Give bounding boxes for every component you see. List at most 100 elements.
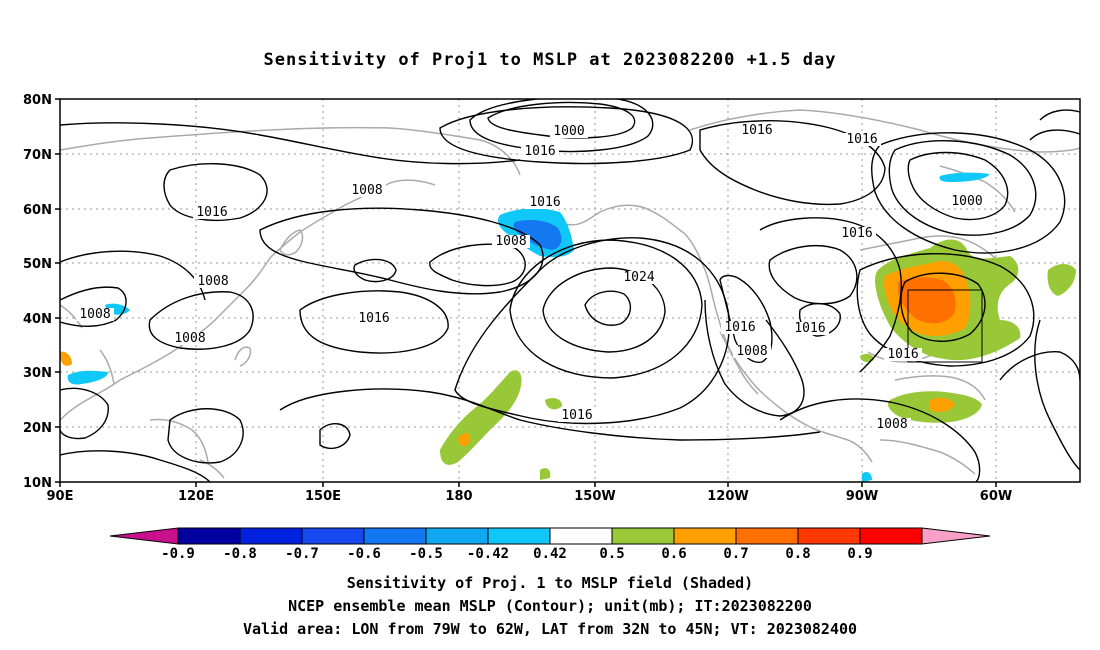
colorbar-label: 0.8 <box>785 546 810 562</box>
contour-label-bg <box>193 206 231 219</box>
contour-label: 1008 <box>174 331 205 346</box>
contour-label: 1008 <box>736 344 767 359</box>
contour-label-bg <box>620 271 658 284</box>
lon-label: 180 <box>445 489 472 504</box>
positive-sensitivity-pacific-small <box>545 398 562 410</box>
positive-sensitivity-east-green <box>1047 264 1076 296</box>
negative-sensitivity-core <box>513 220 562 250</box>
sensitivity-shading <box>60 172 1076 482</box>
contour-label-bg <box>948 195 986 208</box>
colorbar-cell <box>239 527 303 545</box>
positive-sensitivity-pacific-orange <box>458 433 471 447</box>
negative-sensitivity-small-4 <box>862 472 872 482</box>
contour-label: 1016 <box>524 144 555 159</box>
colorbar-cell <box>673 527 737 545</box>
contour-labels: 1000 1016 1016 1008 1016 1016 1016 1008 1008 1024… <box>76 123 986 432</box>
colorbar-cell <box>425 527 489 545</box>
lon-label: 150E <box>305 489 341 504</box>
lon-label: 120W <box>707 489 748 504</box>
contour-label: 1016 <box>529 195 560 210</box>
contour-label-bg <box>355 312 393 325</box>
axis-ticks <box>55 98 997 487</box>
longitude-labels: 90E 120E 150E 180 150W 120W 90W 60W <box>47 489 1013 504</box>
caption-line-3: Valid area: LON from 79W to 62W, LAT fro… <box>242 620 858 638</box>
contour-label-bg <box>526 196 564 209</box>
colorbar-label: 0.9 <box>847 546 872 562</box>
contour-label-bg <box>521 145 559 158</box>
contour-label-bg <box>843 133 881 146</box>
colorbar-high-arrow <box>921 527 991 545</box>
contour-label: 1016 <box>846 132 877 147</box>
map-frame <box>59 98 1081 483</box>
lat-label: 40N <box>23 312 52 327</box>
contour-label-bg <box>733 345 771 358</box>
caption-line-2: NCEP ensemble mean MSLP (Contour); unit(… <box>288 597 812 615</box>
negative-sensitivity-small-1 <box>67 370 108 385</box>
negative-sensitivity-small-3 <box>939 172 990 182</box>
colorbar-label: 0.7 <box>723 546 748 562</box>
contour-label: 1016 <box>358 311 389 326</box>
contour-label: 1008 <box>351 183 382 198</box>
contour-label-bg <box>884 348 922 361</box>
contour-label-bg <box>492 235 530 248</box>
colorbar-label: -0.6 <box>347 546 381 562</box>
colorbar-cell <box>611 527 675 545</box>
contour-label: 1016 <box>887 347 918 362</box>
lat-label: 60N <box>23 203 52 218</box>
caption-line-1: Sensitivity of Proj. 1 to MSLP field (Sh… <box>346 574 754 592</box>
colorbar-label: -0.8 <box>223 546 257 562</box>
colorbar-label: 0.5 <box>599 546 624 562</box>
colorbar-label: 0.6 <box>661 546 686 562</box>
valid-area-box <box>907 289 983 363</box>
colorbar-label: 0.42 <box>533 546 567 562</box>
positive-sensitivity-dark-orange <box>898 277 956 324</box>
colorbar-label: -0.5 <box>409 546 443 562</box>
contour-label: 1024 <box>623 270 654 285</box>
contour-label-bg <box>194 275 232 288</box>
contour-label-bg <box>76 308 114 321</box>
colorbar-cell <box>363 527 427 545</box>
colorbar-cell <box>487 527 551 545</box>
colorbar: -0.9 -0.8 -0.7 -0.6 -0.5 -0.42 0.42 0.5 0.6 0.7 0.… <box>109 527 991 562</box>
colorbar-cell <box>859 527 923 545</box>
colorbar-label: -0.9 <box>161 546 195 562</box>
colorbar-cell <box>735 527 799 545</box>
contour-label-bg <box>738 124 776 137</box>
contour-label-bg <box>721 321 759 334</box>
contour-label: 1016 <box>794 321 825 336</box>
contour-label: 1008 <box>79 307 110 322</box>
colorbar-cell <box>797 527 861 545</box>
lat-label: 80N <box>23 93 52 108</box>
contour-label-bg <box>791 322 829 335</box>
lon-label: 60W <box>980 489 1012 504</box>
contour-label: 1008 <box>876 417 907 432</box>
contour-label: 1000 <box>951 194 982 209</box>
contour-label: 1016 <box>741 123 772 138</box>
coastlines <box>60 109 1080 479</box>
positive-sensitivity-west-orange <box>60 351 72 366</box>
lon-label: 90E <box>47 489 74 504</box>
map-panel: 1000 1016 1016 1008 1016 1016 1016 1008 1008 1024… <box>23 93 1081 504</box>
contour-label-bg <box>558 409 596 422</box>
page-title: Sensitivity of Proj1 to MSLP at 20230822… <box>263 50 837 70</box>
colorbar-cell <box>301 527 365 545</box>
lon-label: 150W <box>574 489 615 504</box>
contour-label-bg <box>838 227 876 240</box>
colorbar-cell <box>549 527 613 545</box>
latitude-labels: 80N 70N 60N 50N 40N 30N 20N 10N <box>23 93 52 491</box>
colorbar-cell <box>177 527 241 545</box>
contour-label: 1016 <box>561 408 592 423</box>
contour-label: 1008 <box>495 234 526 249</box>
contour-label-bg <box>348 184 386 197</box>
lon-label: 120E <box>178 489 214 504</box>
contour-label-bg <box>171 332 209 345</box>
positive-sensitivity-south-orange <box>930 397 955 413</box>
contour-label-bg <box>873 418 911 431</box>
contour-label: 1000 <box>553 124 584 139</box>
positive-sensitivity-small-pac2 <box>540 468 551 480</box>
contour-label: 1016 <box>196 205 227 220</box>
lat-label: 10N <box>23 476 52 491</box>
lat-label: 20N <box>23 421 52 436</box>
colorbar-label: -0.42 <box>467 546 509 562</box>
lat-label: 30N <box>23 366 52 381</box>
